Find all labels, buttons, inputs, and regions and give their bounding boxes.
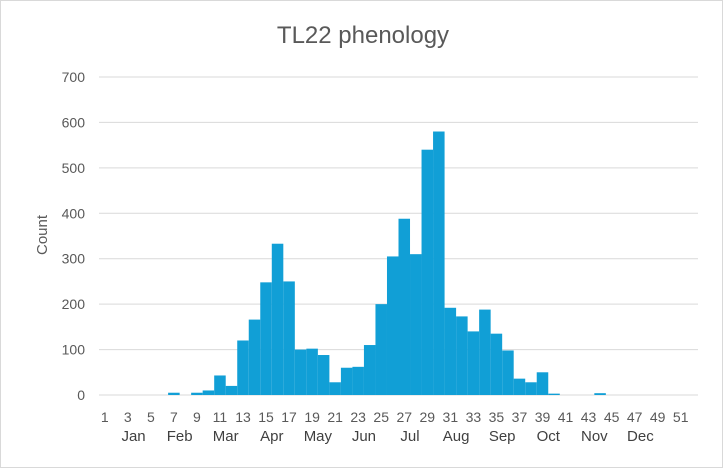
bar-week-38 — [525, 382, 537, 395]
y-tick-label: 400 — [62, 205, 86, 221]
x-tick-label: 35 — [489, 409, 505, 425]
month-label: Jun — [352, 428, 376, 445]
bar-week-44 — [594, 393, 606, 395]
bar-week-31 — [444, 307, 457, 395]
month-label: Sep — [489, 428, 516, 445]
x-tick-label: 45 — [604, 409, 620, 425]
x-tick-label: 17 — [281, 409, 297, 425]
x-tick-label: 9 — [193, 409, 201, 425]
month-label: Jan — [121, 428, 145, 445]
month-labels: Jan Feb Mar Apr May Jun Jul Aug Sep Oct Nov Dec — [121, 428, 654, 445]
bars — [168, 131, 606, 395]
bar-week-32 — [456, 316, 468, 395]
x-tick-label: 51 — [673, 409, 689, 425]
x-tick-label: 31 — [443, 409, 459, 425]
bar-week-7 — [168, 392, 180, 395]
bar-week-10 — [202, 390, 215, 395]
bar-week-34 — [479, 309, 491, 395]
bar-week-16 — [271, 243, 284, 395]
x-tick-label: 43 — [581, 409, 597, 425]
y-tick-label: 700 — [62, 69, 86, 85]
y-tick-label: 200 — [62, 296, 86, 312]
x-tick-label: 21 — [327, 409, 343, 425]
bar-week-12 — [225, 385, 238, 395]
bar-week-37 — [513, 378, 526, 395]
x-tick-label: 33 — [466, 409, 482, 425]
bar-week-13 — [237, 340, 249, 395]
x-tick-label: 25 — [373, 409, 389, 425]
y-tick-label: 500 — [62, 160, 86, 176]
x-tick-label: 5 — [147, 409, 155, 425]
x-tick-label: 3 — [124, 409, 132, 425]
bar-week-30 — [433, 131, 445, 395]
x-tick-label: 39 — [535, 409, 551, 425]
x-tick-label: 47 — [627, 409, 643, 425]
bar-week-39 — [536, 372, 549, 395]
month-label: Aug — [443, 428, 470, 445]
month-label: May — [304, 428, 333, 445]
bar-week-23 — [352, 366, 364, 395]
x-tick-labels: 1 3 5 7 9 11 13 15 17 19 21 23 25 27 29 31 33 35 37 39 41 43 4… — [101, 409, 689, 425]
x-tick-label: 29 — [420, 409, 436, 425]
month-label: Dec — [627, 428, 654, 445]
bar-week-28 — [410, 254, 422, 395]
x-tick-label: 15 — [258, 409, 274, 425]
y-tick-label: 0 — [77, 387, 85, 403]
y-tick-label: 300 — [62, 251, 86, 267]
month-label: Apr — [260, 428, 283, 445]
bar-week-25 — [375, 304, 387, 395]
y-tick-label: 100 — [62, 342, 86, 358]
y-tick-labels: 0 100 200 300 400 500 600 700 — [62, 69, 86, 403]
bar-week-21 — [329, 382, 341, 395]
x-tick-label: 27 — [396, 409, 412, 425]
month-label: Oct — [537, 428, 561, 445]
month-label: Mar — [213, 428, 239, 445]
bar-week-19 — [306, 348, 318, 395]
bar-week-18 — [294, 349, 307, 395]
chart-title: TL22 phenology — [277, 22, 449, 49]
x-tick-label: 19 — [304, 409, 320, 425]
bar-week-9 — [191, 392, 203, 395]
y-tick-label: 600 — [62, 114, 86, 130]
x-tick-label: 11 — [213, 409, 228, 425]
month-label: Nov — [581, 428, 608, 445]
bar-week-14 — [248, 319, 261, 395]
month-label: Jul — [400, 428, 419, 445]
bar-week-11 — [214, 375, 226, 395]
bar-week-15 — [260, 282, 272, 395]
bar-week-24 — [363, 345, 376, 395]
bar-week-27 — [398, 218, 411, 395]
x-tick-label: 41 — [558, 409, 574, 425]
y-axis-label: Count — [34, 214, 51, 255]
x-tick-label: 37 — [512, 409, 528, 425]
bar-week-33 — [467, 331, 480, 395]
x-tick-label: 7 — [170, 409, 178, 425]
bar-week-29 — [421, 149, 434, 395]
x-tick-label: 13 — [235, 409, 251, 425]
bar-week-40 — [548, 393, 560, 395]
bar-week-20 — [317, 355, 330, 395]
month-label: Feb — [167, 428, 193, 445]
bar-week-26 — [386, 256, 399, 395]
bar-week-35 — [490, 333, 503, 395]
bar-week-17 — [283, 281, 295, 395]
bar-week-36 — [502, 350, 514, 395]
x-tick-label: 49 — [650, 409, 666, 425]
bar-week-22 — [340, 367, 353, 395]
x-tick-label: 1 — [101, 409, 109, 425]
x-tick-label: 23 — [350, 409, 366, 425]
